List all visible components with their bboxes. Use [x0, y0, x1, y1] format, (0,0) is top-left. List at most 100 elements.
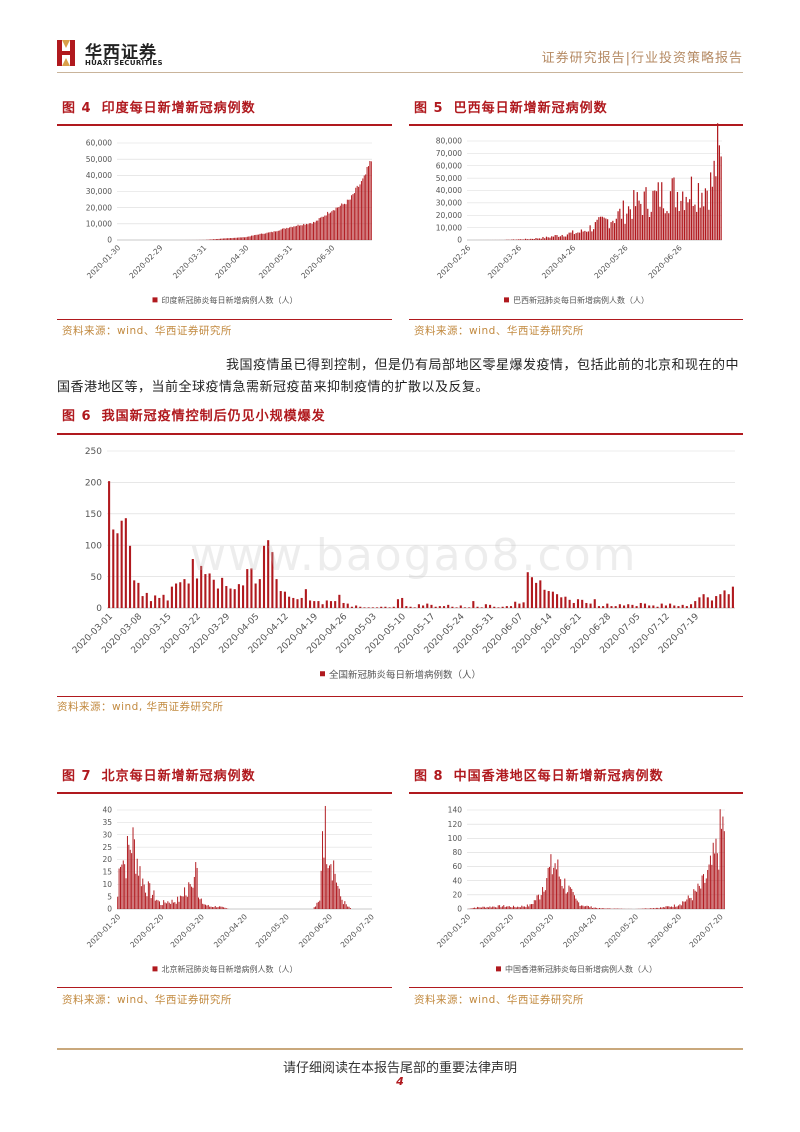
bar: [519, 239, 521, 240]
bar: [604, 908, 606, 909]
bar: [721, 828, 723, 909]
bar: [528, 906, 530, 909]
bar: [308, 223, 310, 240]
bar: [597, 606, 600, 608]
bar: [612, 220, 614, 240]
bar: [214, 239, 216, 240]
figure-4-caption: 印度每日新增新冠病例数: [101, 101, 256, 116]
bar: [615, 218, 617, 240]
bar: [291, 227, 293, 240]
bar: [282, 228, 284, 240]
bar: [710, 172, 712, 240]
bar: [533, 900, 535, 909]
bar: [662, 208, 665, 240]
bar: [221, 906, 223, 909]
bar: [133, 580, 136, 608]
bar: [490, 907, 492, 909]
bar: [713, 160, 715, 240]
bar: [320, 217, 322, 240]
bar: [322, 831, 324, 909]
bar: [535, 582, 538, 608]
bar: [181, 896, 183, 909]
bar: [600, 216, 602, 240]
bar: [271, 552, 274, 608]
bar: [549, 866, 551, 909]
bar: [284, 228, 286, 240]
bar: [514, 601, 517, 608]
bar: [223, 907, 225, 909]
bar: [552, 236, 555, 240]
bar: [253, 235, 255, 240]
bar: [365, 174, 367, 240]
bar: [183, 579, 186, 608]
bar: [327, 868, 329, 909]
bar: [279, 591, 282, 608]
bar: [272, 232, 274, 240]
y-tick-label: 20: [452, 890, 462, 899]
bar: [542, 887, 544, 909]
bar: [602, 606, 605, 608]
bar: [638, 200, 640, 240]
bar: [619, 208, 621, 240]
bar: [270, 231, 272, 240]
bar: [673, 904, 675, 909]
bar: [526, 904, 528, 909]
bar: [338, 888, 340, 909]
y-tick-label: 35: [102, 818, 112, 827]
bar: [640, 203, 642, 240]
bar: [280, 229, 282, 240]
bar: [662, 907, 664, 909]
bar: [342, 904, 344, 909]
bar: [480, 607, 483, 608]
bar: [298, 225, 300, 240]
bar: [273, 231, 275, 240]
bar: [631, 218, 633, 240]
y-tick-label: 120: [448, 820, 463, 829]
y-tick-label: 10,000: [436, 223, 462, 232]
bar: [582, 905, 584, 909]
bar: [225, 586, 228, 608]
bar: [610, 606, 613, 608]
bar: [342, 204, 344, 240]
y-tick-label: 30,000: [436, 199, 462, 208]
chart-legend: 北京新冠肺炎每日新增病例人数（人）: [152, 964, 298, 974]
bar: [496, 907, 498, 909]
bar: [601, 216, 603, 240]
bar: [558, 236, 560, 240]
bar: [129, 849, 131, 909]
bar: [210, 906, 212, 909]
bar: [287, 228, 289, 240]
y-tick-label: 0: [107, 236, 112, 245]
bar: [145, 592, 148, 608]
bar: [211, 239, 213, 240]
bar: [236, 237, 238, 240]
bar: [323, 857, 325, 909]
bar: [258, 234, 260, 240]
bar: [486, 906, 488, 909]
bar: [214, 905, 216, 909]
x-tick-label: 2020-03-20: [169, 912, 206, 949]
body-paragraph: 我国疫情虽已得到控制，但是仍有局部地区零星爆发疫情，包括此前的北京和现在的中国香…: [57, 358, 740, 395]
bar: [560, 879, 562, 909]
bar: [182, 896, 184, 909]
bar: [540, 238, 542, 240]
bar: [209, 906, 211, 909]
bar: [125, 878, 127, 909]
bar: [311, 223, 313, 240]
bar: [329, 865, 330, 909]
bar: [170, 586, 173, 608]
bar: [459, 605, 462, 608]
bar: [535, 238, 537, 240]
bar: [175, 903, 177, 909]
bar: [489, 906, 491, 909]
bar: [521, 905, 523, 909]
bar: [366, 166, 368, 240]
legend-swatch: [504, 297, 509, 303]
bar: [594, 222, 596, 240]
legend-label: 中国香港新冠肺炎每日新增病例人数（人）: [505, 964, 657, 974]
bar: [175, 583, 178, 608]
bar: [369, 161, 371, 240]
bar: [705, 878, 707, 909]
bar: [313, 601, 316, 608]
bar: [363, 175, 365, 240]
